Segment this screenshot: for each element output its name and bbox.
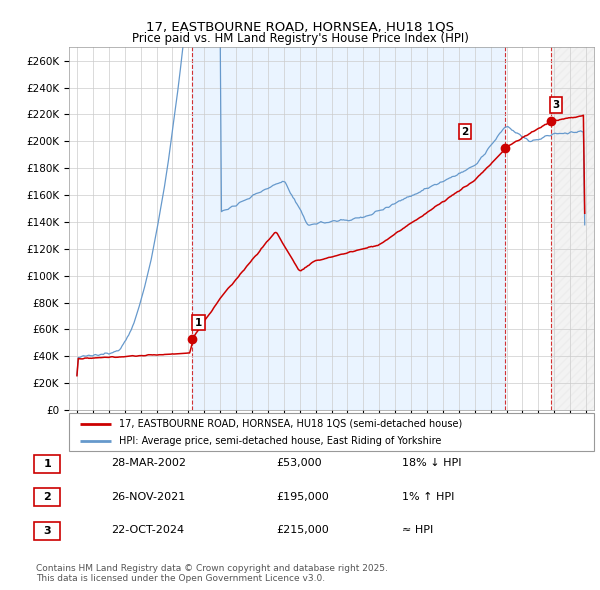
Text: 3: 3: [44, 526, 51, 536]
Text: £195,000: £195,000: [276, 492, 329, 502]
Text: 18% ↓ HPI: 18% ↓ HPI: [402, 458, 461, 468]
Text: 26-NOV-2021: 26-NOV-2021: [111, 492, 185, 502]
Text: 2: 2: [461, 127, 469, 137]
Text: 17, EASTBOURNE ROAD, HORNSEA, HU18 1QS: 17, EASTBOURNE ROAD, HORNSEA, HU18 1QS: [146, 21, 454, 34]
Bar: [192, 47, 505, 410]
Text: 28-MAR-2002: 28-MAR-2002: [111, 458, 186, 468]
Text: 1: 1: [195, 317, 202, 327]
Text: 1% ↑ HPI: 1% ↑ HPI: [402, 492, 454, 502]
Text: £215,000: £215,000: [276, 526, 329, 535]
FancyBboxPatch shape: [34, 522, 61, 540]
Text: Contains HM Land Registry data © Crown copyright and database right 2025.
This d: Contains HM Land Registry data © Crown c…: [36, 563, 388, 583]
Text: Price paid vs. HM Land Registry's House Price Index (HPI): Price paid vs. HM Land Registry's House …: [131, 32, 469, 45]
Text: £53,000: £53,000: [276, 458, 322, 468]
Text: 22-OCT-2024: 22-OCT-2024: [111, 526, 184, 535]
Text: ≈ HPI: ≈ HPI: [402, 526, 433, 535]
Text: 1: 1: [44, 459, 51, 468]
Text: 17, EASTBOURNE ROAD, HORNSEA, HU18 1QS (semi-detached house): 17, EASTBOURNE ROAD, HORNSEA, HU18 1QS (…: [119, 419, 462, 429]
FancyBboxPatch shape: [69, 413, 594, 451]
Bar: [551, 47, 594, 410]
Text: HPI: Average price, semi-detached house, East Riding of Yorkshire: HPI: Average price, semi-detached house,…: [119, 435, 441, 445]
FancyBboxPatch shape: [34, 455, 61, 473]
Text: 2: 2: [44, 493, 51, 502]
Text: 3: 3: [553, 100, 560, 110]
FancyBboxPatch shape: [34, 489, 61, 506]
